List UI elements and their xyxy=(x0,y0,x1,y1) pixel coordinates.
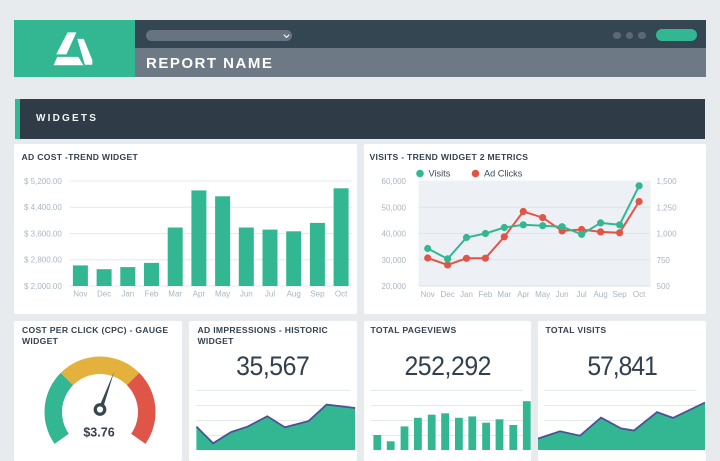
svg-text:50,000: 50,000 xyxy=(382,203,407,212)
svg-text:$ 2,800.00: $ 2,800.00 xyxy=(24,256,62,265)
svg-text:1,000: 1,000 xyxy=(657,230,678,239)
svg-text:Ad Clicks: Ad Clicks xyxy=(484,169,523,179)
svg-text:Jun: Jun xyxy=(556,290,569,299)
svg-text:Dec: Dec xyxy=(440,290,454,299)
svg-text:Aug: Aug xyxy=(593,290,607,299)
svg-text:Feb: Feb xyxy=(145,290,159,299)
svg-text:Feb: Feb xyxy=(479,290,493,299)
svg-text:Mar: Mar xyxy=(168,290,182,299)
svg-text:Jul: Jul xyxy=(265,290,275,299)
svg-text:Dec: Dec xyxy=(97,290,111,299)
svg-text:$3.76: $3.76 xyxy=(83,426,114,440)
svg-text:$ 3,600.00: $ 3,600.00 xyxy=(24,229,62,238)
svg-text:Jun: Jun xyxy=(240,290,253,299)
svg-text:Oct: Oct xyxy=(633,290,646,299)
svg-text:Visits: Visits xyxy=(429,169,451,179)
svg-text:Nov: Nov xyxy=(73,290,87,299)
svg-text:Oct: Oct xyxy=(335,290,348,299)
svg-text:$ 5,200.00: $ 5,200.00 xyxy=(24,177,62,186)
svg-text:$ 2,000.00: $ 2,000.00 xyxy=(24,282,62,291)
svg-text:Jul: Jul xyxy=(576,290,586,299)
svg-text:60,000: 60,000 xyxy=(382,177,407,186)
svg-text:May: May xyxy=(535,290,550,299)
svg-text:$ 4,400.00: $ 4,400.00 xyxy=(24,203,62,212)
svg-text:20,000: 20,000 xyxy=(382,282,407,291)
svg-text:Sep: Sep xyxy=(612,290,627,299)
svg-text:Jan: Jan xyxy=(121,290,134,299)
svg-text:Aug: Aug xyxy=(287,290,301,299)
svg-text:May: May xyxy=(215,290,230,299)
svg-text:Sep: Sep xyxy=(310,290,325,299)
svg-text:Nov: Nov xyxy=(421,290,435,299)
svg-text:30,000: 30,000 xyxy=(382,256,407,265)
svg-text:Apr: Apr xyxy=(193,290,206,299)
svg-text:Jan: Jan xyxy=(460,290,473,299)
svg-text:40,000: 40,000 xyxy=(382,230,407,239)
svg-text:1,500: 1,500 xyxy=(657,177,678,186)
svg-text:Mar: Mar xyxy=(497,290,511,299)
svg-text:750: 750 xyxy=(657,256,671,265)
svg-text:500: 500 xyxy=(657,282,671,291)
svg-text:1,250: 1,250 xyxy=(657,203,678,212)
svg-text:Apr: Apr xyxy=(517,290,530,299)
